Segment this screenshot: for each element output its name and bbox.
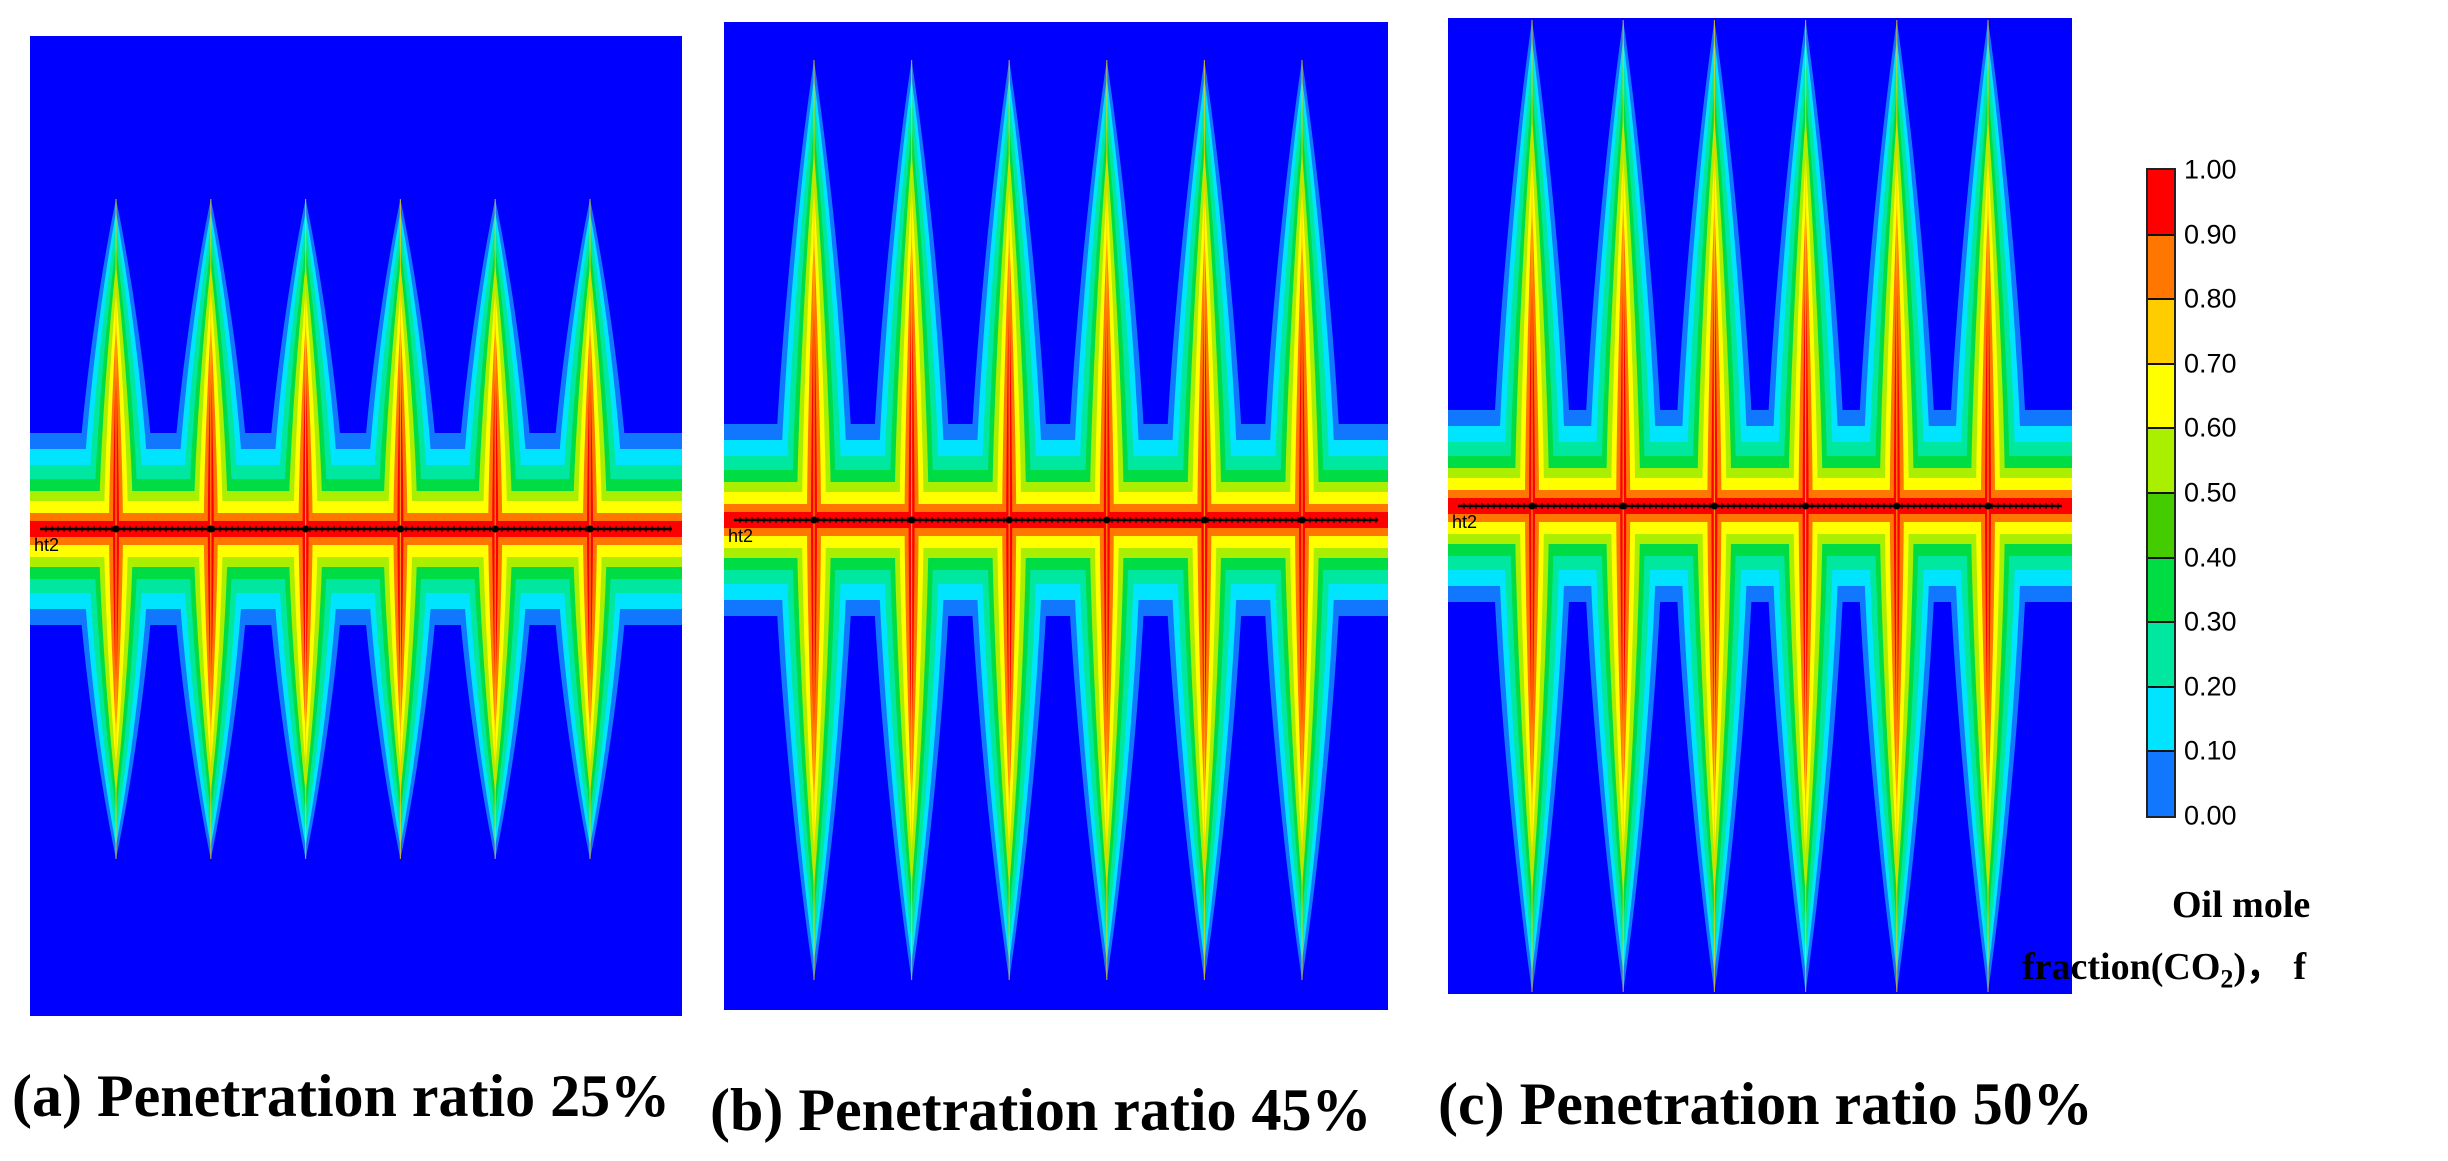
color-scale-segment xyxy=(2148,234,2174,300)
caption-b: (b) Penetration ratio 45% xyxy=(710,1077,1372,1143)
color-scale-tick-label: 0.10 xyxy=(2184,735,2237,766)
legend-title-suffix: )， f xyxy=(2233,946,2307,988)
perforation-point xyxy=(491,525,499,533)
simulation-panel-b: ht2 xyxy=(724,22,1388,1010)
perforation-point xyxy=(302,525,310,533)
fracture-contour-map-a: ht2 xyxy=(30,36,682,1016)
simulation-panel-a: ht2 xyxy=(30,36,682,1016)
well-label: ht2 xyxy=(34,535,59,555)
color-scale-segment xyxy=(2148,686,2174,752)
color-scale-tick-label: 0.20 xyxy=(2184,671,2237,702)
color-scale-tick-label: 0.70 xyxy=(2184,348,2237,379)
color-scale-segment xyxy=(2148,557,2174,623)
color-scale-segment xyxy=(2148,363,2174,429)
perforation-point xyxy=(1103,516,1111,524)
color-scale-tick-label: 0.90 xyxy=(2184,219,2237,250)
color-scale-divider xyxy=(2148,233,2174,236)
perforation-point xyxy=(1005,516,1013,524)
color-scale-tick-label: 1.00 xyxy=(2184,154,2237,185)
legend-title-line2: fraction(CO2)， f xyxy=(2022,948,2306,993)
simulation-panel-c: ht2 xyxy=(1448,18,2072,994)
color-scale-tick-label: 0.60 xyxy=(2184,412,2237,443)
perforation-point xyxy=(586,525,594,533)
color-scale-divider xyxy=(2148,492,2174,494)
color-scale-divider xyxy=(2148,750,2174,753)
color-scale-bar xyxy=(2146,168,2176,818)
well-label: ht2 xyxy=(728,526,753,546)
color-scale-divider xyxy=(2148,685,2174,688)
perforation-point xyxy=(1528,502,1536,510)
legend-title-prefix: fraction(CO xyxy=(2022,946,2221,988)
color-scale-segment xyxy=(2148,622,2174,688)
perforation-point xyxy=(1200,516,1208,524)
color-scale-divider xyxy=(2148,298,2174,301)
color-scale-tick-label: 0.00 xyxy=(2184,800,2237,831)
fracture-contour-map-b: ht2 xyxy=(724,22,1388,1010)
well-label: ht2 xyxy=(1452,512,1477,532)
color-scale-segment xyxy=(2148,299,2174,365)
perforation-point xyxy=(1619,502,1627,510)
perforation-point xyxy=(1802,502,1810,510)
color-scale-tick-label: 0.40 xyxy=(2184,542,2237,573)
color-scale-divider xyxy=(2148,427,2174,430)
perforation-point xyxy=(1984,502,1992,510)
color-scale-segment xyxy=(2148,751,2174,817)
color-scale-tick-label: 0.30 xyxy=(2184,606,2237,637)
perforation-point xyxy=(112,525,120,533)
color-scale-segment xyxy=(2148,428,2174,494)
color-scale-tick-label: 0.50 xyxy=(2184,477,2237,508)
perforation-point xyxy=(396,525,404,533)
color-scale-segment xyxy=(2148,170,2174,236)
color-scale-divider xyxy=(2148,556,2174,559)
legend-title-subscript: 2 xyxy=(2220,964,2234,994)
color-scale-divider xyxy=(2148,362,2174,365)
legend-title-line1: Oil mole xyxy=(2172,884,2311,926)
perforation-point xyxy=(207,525,215,533)
perforation-point xyxy=(810,516,818,524)
color-scale-divider xyxy=(2148,621,2174,624)
color-scale-tick-label: 0.80 xyxy=(2184,283,2237,314)
contour-band-7 xyxy=(30,357,682,701)
perforation-point xyxy=(1298,516,1306,524)
color-scale-segment xyxy=(2148,493,2174,559)
fracture-contour-map-c: ht2 xyxy=(1448,18,2072,994)
caption-c: (c) Penetration ratio 50% xyxy=(1438,1071,2093,1137)
perforation-point xyxy=(908,516,916,524)
perforation-point xyxy=(1710,502,1718,510)
caption-a: (a) Penetration ratio 25% xyxy=(12,1063,671,1129)
perforation-point xyxy=(1893,502,1901,510)
